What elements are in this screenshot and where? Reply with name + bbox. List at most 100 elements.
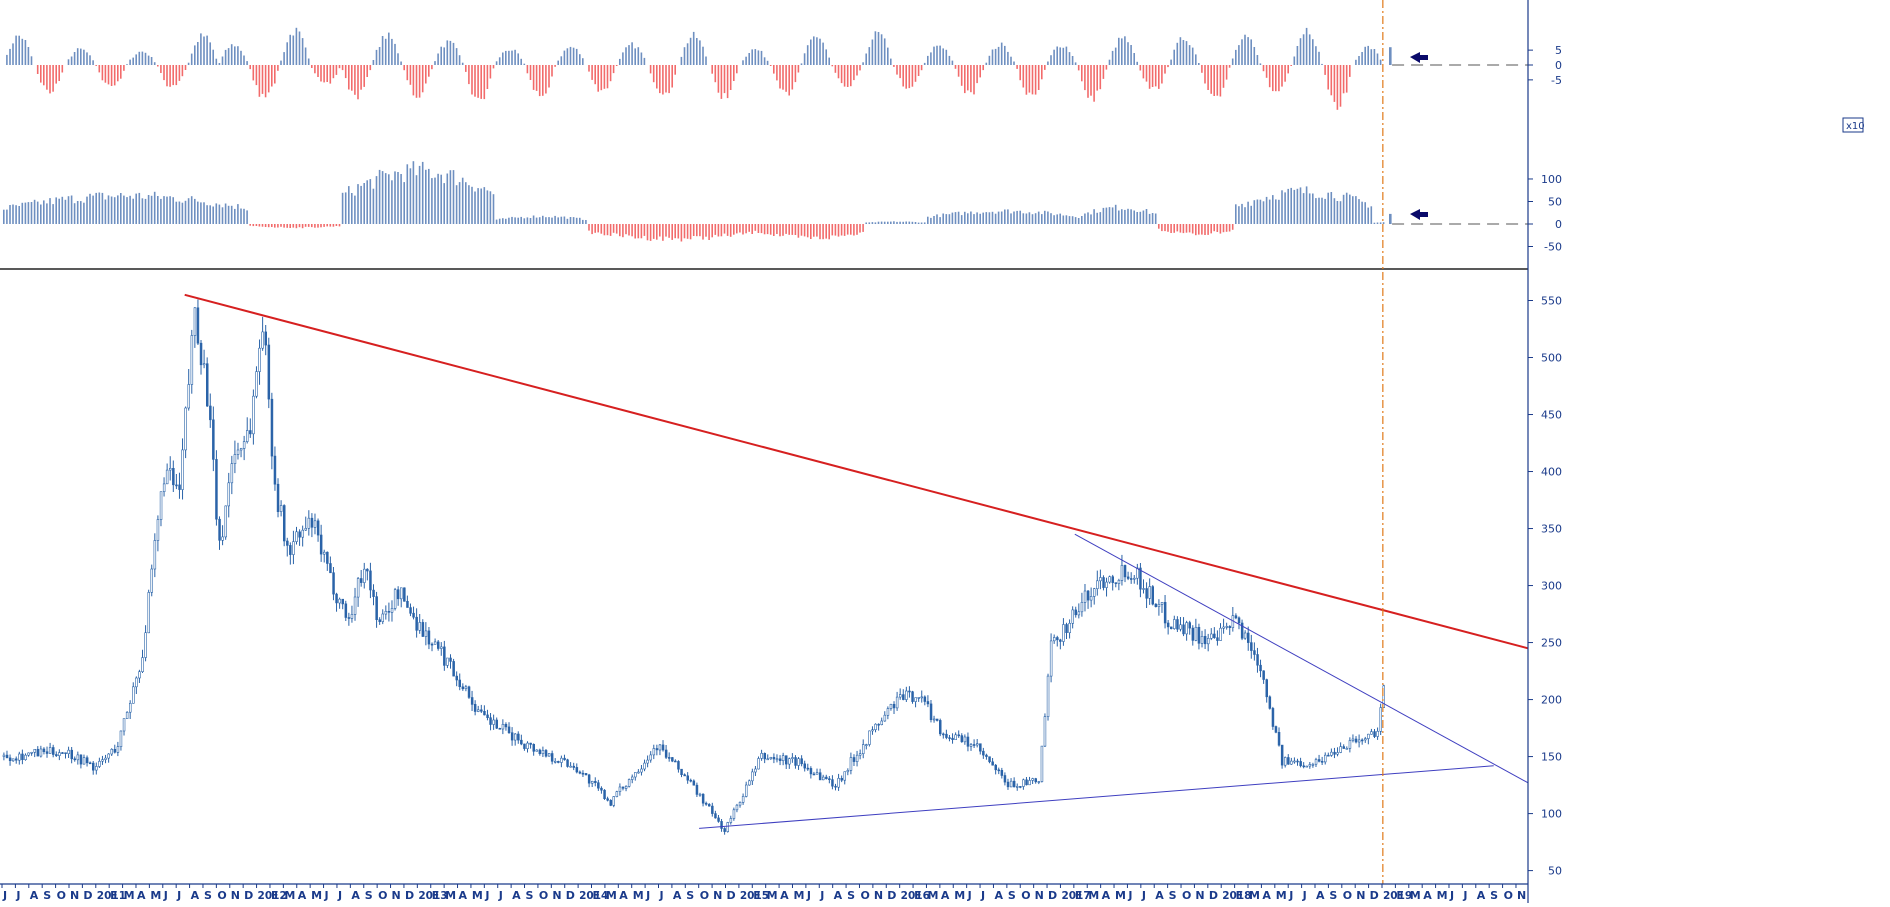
- x-axis-tick-label: A: [459, 889, 468, 902]
- top-oscillator-bar: [354, 65, 356, 95]
- x-axis-tick-label: M: [1437, 889, 1448, 902]
- candle-body: [175, 484, 178, 487]
- top-oscillator-bar: [729, 65, 732, 90]
- middle-oscillator-bar: [542, 215, 544, 224]
- x-axis-tick-label: D: [887, 889, 896, 902]
- x-axis-tick-label: A: [994, 889, 1003, 902]
- middle-oscillator-bar: [187, 198, 190, 224]
- candle-body: [430, 643, 434, 646]
- candle-body: [1210, 633, 1213, 639]
- middle-oscillator-bar: [523, 218, 526, 224]
- x-axis-tick-label: J: [163, 889, 168, 902]
- middle-oscillator-bar: [868, 222, 871, 224]
- middle-oscillator-bar: [985, 212, 988, 224]
- top-oscillator-bar: [1050, 55, 1052, 65]
- candle-body: [1274, 726, 1278, 733]
- candle-body: [541, 750, 545, 755]
- middle-oscillator-bar: [936, 214, 938, 224]
- middle-oscillator-bar: [1364, 202, 1366, 224]
- top-oscillator-bar: [788, 65, 790, 96]
- middle-oscillator-bar: [1342, 194, 1345, 224]
- candle-body: [627, 779, 631, 787]
- candle-body: [187, 384, 191, 409]
- top-oscillator-bar: [893, 65, 895, 67]
- x-axis-tick-label: A: [30, 889, 39, 902]
- middle-oscillator-bar: [502, 218, 504, 224]
- top-oscillator-bar: [954, 65, 957, 69]
- candle-body: [221, 536, 224, 541]
- top-oscillator-bar: [868, 47, 871, 65]
- middle-oscillator-bar: [594, 224, 596, 233]
- candle-body: [1311, 763, 1315, 766]
- middle-oscillator-bar: [729, 224, 732, 237]
- candle-body: [1145, 588, 1148, 599]
- candle-body: [1302, 765, 1306, 768]
- middle-oscillator-bar: [1133, 210, 1135, 224]
- candle-body: [1265, 679, 1269, 698]
- middle-oscillator-bar: [117, 195, 119, 224]
- candle-body: [436, 641, 440, 649]
- middle-oscillator-bar: [3, 209, 5, 224]
- top-oscillator-bar: [341, 65, 344, 71]
- middle-oscillator-bar: [588, 224, 590, 231]
- x-axis-tick-label: J: [324, 889, 329, 902]
- candle-body: [748, 780, 751, 786]
- middle-oscillator-bar: [70, 195, 73, 224]
- top-oscillator-bar: [1176, 42, 1179, 65]
- x-axis-tick-label: J: [1462, 889, 1467, 902]
- top-oscillator-bar: [542, 65, 544, 96]
- top-oscillator-bar: [1041, 65, 1043, 80]
- top-oscillator-bar: [609, 65, 612, 82]
- x-axis-tick-label: A: [619, 889, 628, 902]
- top-oscillator-bar: [856, 65, 858, 76]
- middle-oscillator-bar: [317, 224, 319, 228]
- middle-oscillator-bar: [409, 168, 412, 224]
- top-oscillator-bar: [375, 49, 378, 65]
- top-oscillator-bar: [381, 36, 384, 65]
- middle-oscillator-bar: [862, 224, 864, 232]
- top-oscillator-bar: [603, 65, 606, 89]
- top-oscillator-bar: [1059, 47, 1061, 65]
- top-oscillator-bar: [797, 65, 800, 73]
- candle-body: [363, 568, 366, 583]
- x-axis-tick-label: 2011: [97, 890, 126, 902]
- middle-oscillator-bar: [914, 222, 917, 224]
- top-oscillator-bar: [813, 36, 815, 65]
- middle-oscillator-bar: [979, 213, 981, 224]
- candle-body: [1280, 744, 1284, 766]
- middle-oscillator-bar: [788, 224, 790, 235]
- middle-oscillator-bar: [917, 222, 920, 224]
- x-axis-tick-label: A: [191, 889, 200, 902]
- middle-oscillator-bar: [190, 196, 193, 224]
- top-oscillator-bar: [554, 65, 556, 67]
- middle-oscillator-bar: [923, 222, 926, 224]
- x-axis-tick-label: A: [1423, 889, 1432, 902]
- candle-body: [754, 768, 757, 773]
- x-axis-tick-label: 2015: [740, 890, 769, 902]
- top-oscillator-bar: [320, 65, 322, 82]
- candle-body: [917, 697, 920, 699]
- top-oscillator-bar: [652, 65, 655, 83]
- candle-body: [1367, 733, 1370, 739]
- top-oscillator-bar: [311, 65, 313, 68]
- candle-body: [1154, 603, 1158, 607]
- top-oscillator-bar: [1124, 36, 1126, 65]
- candle-body: [618, 786, 622, 792]
- x-axis-tick-label: S: [847, 889, 855, 902]
- middle-oscillator-bar: [662, 224, 664, 241]
- candle-body: [1379, 707, 1383, 732]
- candle-body: [945, 733, 948, 738]
- top-oscillator-bar: [538, 65, 541, 97]
- candle-body: [64, 752, 67, 755]
- candle-body: [409, 607, 412, 614]
- candle-body: [711, 805, 714, 814]
- middle-oscillator-bar: [107, 195, 110, 224]
- middle-oscillator-bar: [249, 224, 251, 226]
- middle-oscillator-bar: [779, 224, 781, 237]
- candle-body: [1333, 751, 1336, 755]
- candle-body: [1222, 626, 1225, 629]
- x-axis-tick-label: J: [980, 889, 985, 902]
- x-axis-tick-label: O: [57, 889, 66, 902]
- middle-oscillator-bar: [434, 177, 436, 224]
- middle-oscillator-bar: [49, 198, 51, 224]
